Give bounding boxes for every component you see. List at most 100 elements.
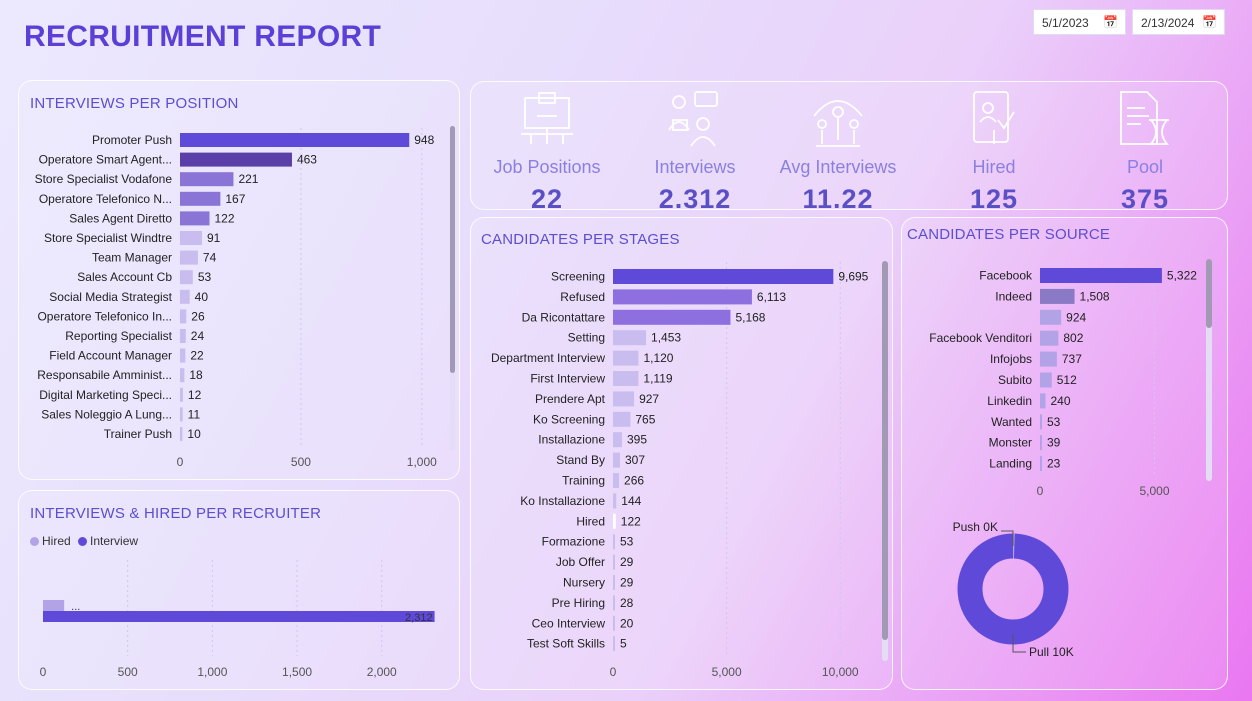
kpi-label: Avg Interviews bbox=[779, 157, 897, 177]
category-label: Facebook bbox=[979, 269, 1033, 283]
bar bbox=[1040, 393, 1046, 409]
data-label: 91 bbox=[207, 231, 221, 245]
interviews-icon bbox=[668, 91, 718, 147]
x-tick-label: 1,000 bbox=[407, 455, 437, 469]
category-label: Indeed bbox=[995, 289, 1032, 303]
category-label: Operatore Telefonico N... bbox=[39, 192, 172, 206]
data-label: 5,168 bbox=[735, 310, 765, 324]
category-label: Trainer Push bbox=[104, 427, 172, 441]
category-label: Da Ricontattare bbox=[522, 310, 606, 324]
data-label: 240 bbox=[1050, 394, 1070, 408]
bar bbox=[1040, 268, 1162, 283]
calendar-icon[interactable]: 📅 bbox=[1103, 15, 1118, 29]
bar bbox=[613, 473, 620, 488]
legend-item-hired[interactable]: Hired bbox=[30, 534, 71, 548]
data-label: 24 bbox=[191, 329, 205, 343]
category-label: Digital Marketing Speci... bbox=[39, 388, 172, 402]
data-label: 1,508 bbox=[1080, 289, 1110, 303]
bar bbox=[180, 270, 193, 285]
kpi-label: Interviews bbox=[654, 157, 736, 177]
x-tick-label: 5,000 bbox=[1140, 484, 1170, 498]
category-label: Wanted bbox=[991, 415, 1032, 429]
data-label: 512 bbox=[1057, 373, 1077, 387]
stages-chart-title: CANDIDATES PER STAGES bbox=[481, 231, 680, 248]
stages-scrollbar-thumb[interactable] bbox=[882, 261, 888, 640]
bar bbox=[613, 554, 615, 570]
leader-line bbox=[1012, 634, 1026, 653]
data-label: 18 bbox=[189, 368, 203, 382]
kpi-label: Hired bbox=[972, 157, 1016, 177]
end-date-picker[interactable]: 2/13/2024 📅 bbox=[1132, 9, 1225, 35]
bar bbox=[613, 350, 639, 366]
data-label: 26 bbox=[191, 309, 205, 323]
legend-item-interview[interactable]: Interview bbox=[78, 534, 138, 548]
kpi-pool: Pool 375 bbox=[1075, 90, 1215, 215]
kpi-label: Job Positions bbox=[493, 157, 601, 177]
category-label: Screening bbox=[551, 270, 605, 284]
data-label: 765 bbox=[635, 412, 655, 426]
data-label: 221 bbox=[238, 172, 258, 186]
category-label: Facebook Venditori bbox=[929, 331, 1032, 345]
category-label: Hired bbox=[576, 514, 605, 528]
bar bbox=[1040, 414, 1042, 430]
positions-scrollbar-thumb[interactable] bbox=[450, 126, 455, 373]
data-label: 5 bbox=[620, 637, 627, 651]
bar bbox=[180, 407, 183, 422]
data-label: 924 bbox=[1066, 310, 1086, 324]
category-label: Stand By bbox=[556, 453, 605, 467]
bar-interview bbox=[43, 611, 435, 622]
sources-scrollbar-thumb[interactable] bbox=[1206, 259, 1212, 328]
data-label: 144 bbox=[621, 494, 641, 508]
category-label: Training bbox=[562, 474, 605, 488]
sources-chart-title: CANDIDATES PER SOURCE bbox=[907, 226, 1111, 243]
category-label: Sales Account Cb bbox=[77, 270, 172, 284]
category-label: Department Interview bbox=[491, 351, 605, 365]
x-tick-label: 0 bbox=[40, 665, 47, 679]
category-label: Responsabile Amminist... bbox=[37, 368, 172, 382]
x-tick-label: 1,500 bbox=[282, 665, 312, 679]
calendar-icon[interactable]: 📅 bbox=[1202, 15, 1217, 29]
x-tick-label: 500 bbox=[118, 665, 138, 679]
data-label-hired: ... bbox=[71, 601, 80, 613]
data-label: 927 bbox=[639, 392, 659, 406]
bar bbox=[613, 411, 631, 427]
bar bbox=[180, 289, 190, 304]
sources-chart: 0 5,000 Facebook 5,322 Indeed 1,508 924 Faceboo… bbox=[929, 262, 1197, 498]
recruiter-legend: Hired Interview bbox=[30, 534, 138, 548]
kpi-value: 11.22 bbox=[802, 184, 874, 214]
kpi-job-positions: Job Positions 22 bbox=[477, 90, 617, 215]
data-label: 39 bbox=[1047, 436, 1061, 450]
data-label: 167 bbox=[225, 192, 245, 206]
data-label: 11 bbox=[188, 407, 201, 421]
start-date-picker[interactable]: 5/1/2023 📅 bbox=[1033, 9, 1126, 35]
category-label: Formazione bbox=[542, 535, 606, 549]
data-label: 29 bbox=[620, 576, 634, 590]
x-tick-label: 500 bbox=[291, 455, 311, 469]
page-title: RECRUITMENT REPORT bbox=[24, 20, 382, 53]
bar bbox=[613, 391, 635, 407]
category-label: Team Manager bbox=[92, 251, 172, 265]
bar bbox=[613, 269, 834, 284]
bar bbox=[613, 452, 620, 468]
category-label: Social Media Strategist bbox=[49, 290, 172, 304]
data-label: 40 bbox=[195, 290, 209, 304]
bar bbox=[613, 289, 752, 305]
data-label: 6,113 bbox=[757, 290, 786, 304]
category-label: Operatore Smart Agent... bbox=[39, 153, 172, 167]
kpi-hired: Hired 125 bbox=[924, 90, 1064, 215]
category-label: Linkedin bbox=[987, 394, 1032, 408]
bar bbox=[613, 534, 615, 550]
start-date-value: 5/1/2023 bbox=[1042, 16, 1089, 30]
data-label: 802 bbox=[1063, 331, 1083, 345]
data-label: 948 bbox=[414, 133, 434, 147]
data-label: 53 bbox=[1047, 415, 1061, 429]
category-label: Refused bbox=[560, 290, 605, 304]
bar bbox=[613, 575, 615, 590]
data-label: 463 bbox=[297, 153, 317, 167]
category-label: Operatore Telefonico In... bbox=[37, 309, 172, 323]
bar bbox=[180, 231, 203, 245]
bar bbox=[613, 330, 647, 346]
category-label: Nursery bbox=[563, 576, 605, 590]
category-label: Store Specialist Windtre bbox=[44, 231, 172, 245]
end-date-value: 2/13/2024 bbox=[1141, 16, 1195, 30]
